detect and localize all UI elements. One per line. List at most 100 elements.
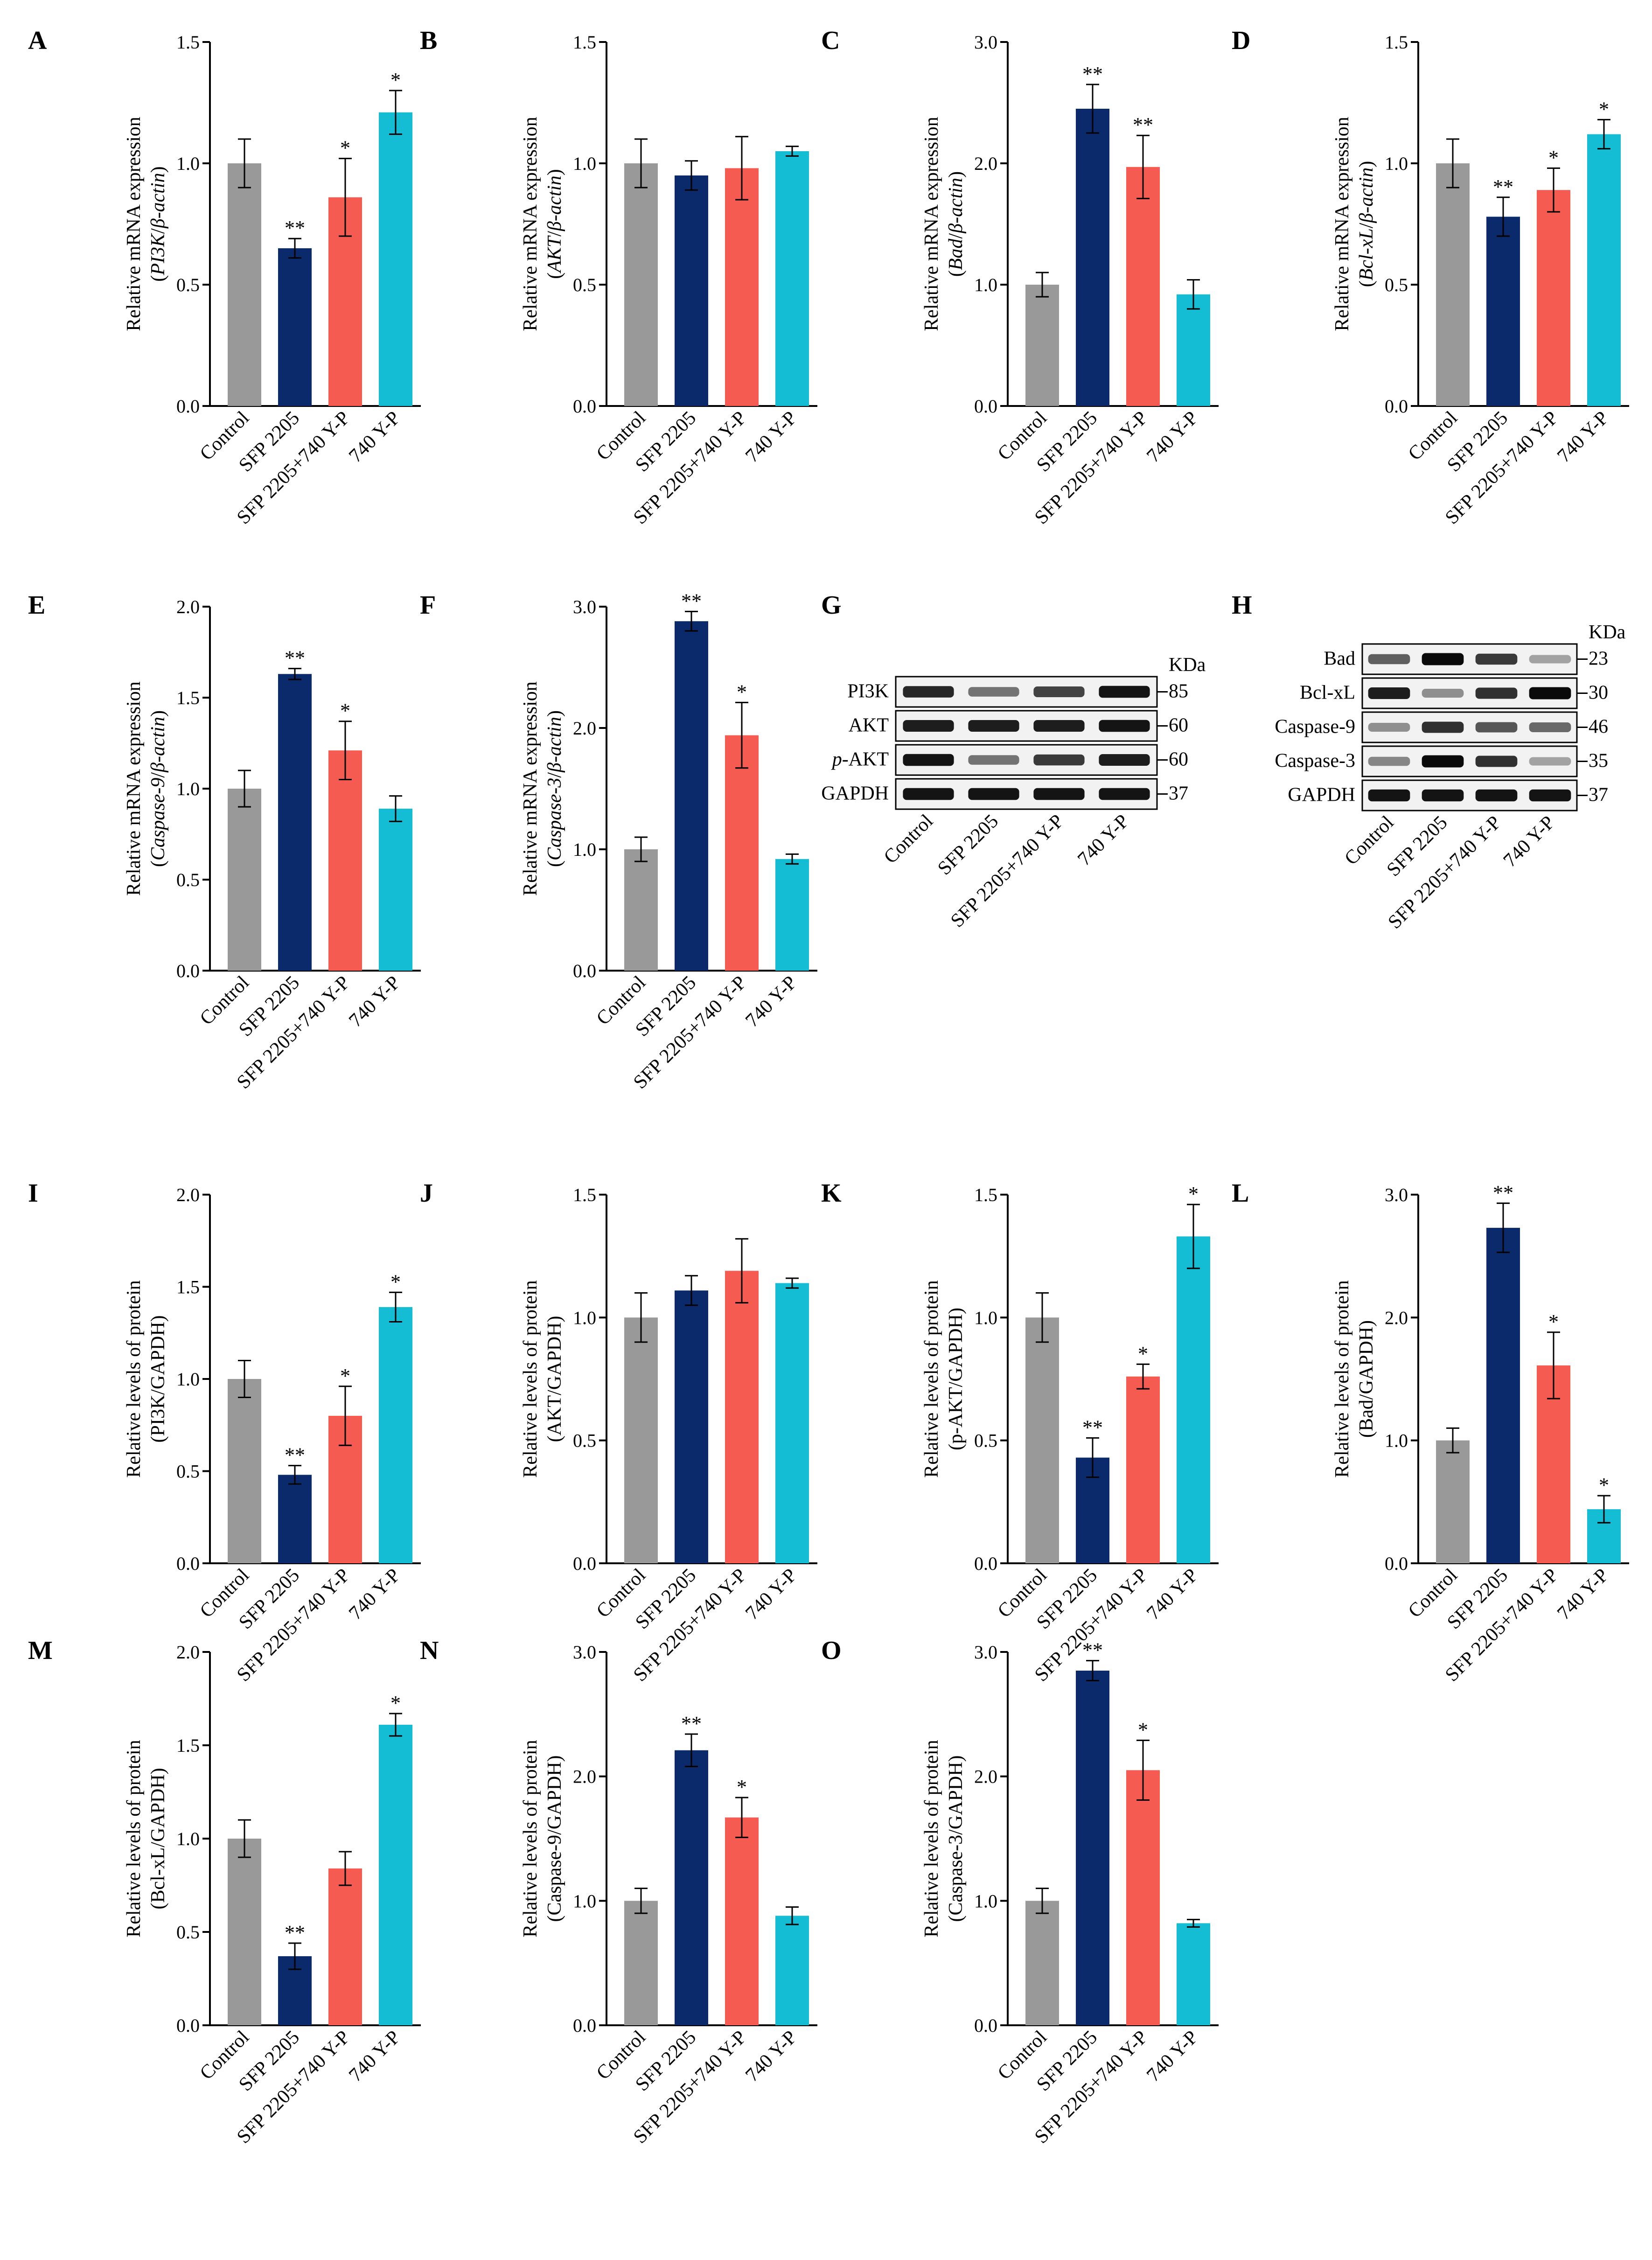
kda-value: 85 <box>1169 681 1188 702</box>
y-tick-label: 0.0 <box>176 2015 200 2036</box>
y-tick-label: 2.0 <box>573 1766 596 1787</box>
y-tick-label: 0.5 <box>573 274 596 295</box>
bar-740-y-p <box>1177 294 1210 406</box>
y-axis-label-line2: (Bad/GAPDH) <box>1356 1320 1377 1438</box>
chart-panel-b: 0.0 0.5 1.0 1.5 Relative mRNA expression (AKT… <box>520 32 817 529</box>
y-tick-label: 3.0 <box>1385 1184 1408 1205</box>
y-axis-label-line1: Relative levels of protein <box>921 1740 942 1937</box>
y-tick-label: 0.0 <box>176 960 200 981</box>
bar-sfp-2205-740-y-p <box>1126 1770 1160 2025</box>
x-tick-label-group: 740 Y-P <box>345 1565 404 1624</box>
blot-band <box>1475 756 1518 767</box>
y-tick-label: 1.0 <box>176 153 200 174</box>
bar-sfp-2205-740-y-p <box>328 750 362 971</box>
blot-band <box>1033 720 1085 732</box>
y-axis-label-line2: (Bad/β-actin) <box>945 171 967 277</box>
y-tick-label: 1.0 <box>573 1307 596 1328</box>
bar-control <box>624 1901 658 2025</box>
y-tick-label: 0.0 <box>573 1553 596 1574</box>
y-axis-label-line2: (Caspase-3/GAPDH) <box>945 1756 967 1922</box>
lane-label-group: Control <box>880 811 937 868</box>
y-tick-label: 1.5 <box>1385 32 1408 53</box>
y-axis-label: Relative levels of protein (Caspase-9/GAP… <box>520 1740 565 1937</box>
x-tick-label: 740 Y-P <box>741 972 801 1032</box>
y-tick-label: 2.0 <box>974 1766 997 1787</box>
blot-row-label: Bcl-xL <box>1300 682 1355 704</box>
significance-mark: ** <box>1493 1181 1513 1204</box>
chart-panel-f: 0.0 1.0 2.0 3.0 Relative mRNA expression (Cas… <box>520 589 817 1093</box>
blot-band <box>968 788 1019 800</box>
significance-mark: * <box>1138 1342 1148 1365</box>
blot-band <box>968 755 1019 765</box>
significance-mark: * <box>1188 1182 1199 1205</box>
y-tick-label: 0.0 <box>974 1553 997 1574</box>
bar-sfp-2205-740-y-p <box>328 1868 362 2025</box>
y-axis-label: Relative mRNA expression (Caspase-9/β-act… <box>123 681 169 896</box>
significance-mark: * <box>340 137 350 160</box>
x-tick-label-group: 740 Y-P <box>1143 2027 1202 2086</box>
blot-band <box>1033 788 1085 800</box>
significance-mark: ** <box>285 1444 305 1467</box>
x-tick-label-group: 740 Y-P <box>1553 1565 1613 1624</box>
y-axis-label-line1: Relative levels of protein <box>921 1280 942 1477</box>
x-tick-label: 740 Y-P <box>1553 1565 1613 1624</box>
y-tick-label: 2.0 <box>1385 1307 1408 1328</box>
blot-row-label: Caspase-3 <box>1275 750 1355 772</box>
bar-control <box>1025 1901 1059 2025</box>
y-tick-label: 0.5 <box>176 1461 200 1482</box>
blot-band <box>1422 653 1464 665</box>
x-tick-label-group: 740 Y-P <box>741 1565 801 1624</box>
significance-mark: * <box>390 69 401 91</box>
y-axis-label-line1: Relative levels of protein <box>520 1280 541 1477</box>
y-tick-label: 0.0 <box>176 396 200 417</box>
y-axis-label-line2: (Bcl-xL/β-actin) <box>1356 161 1377 287</box>
bar-sfp-2205-740-y-p <box>725 1271 759 1563</box>
lane-label-group: SFP 2205+740 Y-P <box>947 811 1068 932</box>
bar-sfp-2205-740-y-p <box>725 735 759 971</box>
y-axis-label-line1: Relative levels of protein <box>123 1280 145 1477</box>
y-tick-label: 0.5 <box>176 1922 200 1943</box>
blot-band <box>903 686 954 698</box>
bar-control <box>1025 285 1059 406</box>
bar-control <box>1025 1317 1059 1563</box>
y-axis-label-line2: (Caspase-3/β-actin) <box>544 710 565 867</box>
blot-row-label: GAPDH <box>821 783 889 805</box>
blot-row-label: GAPDH <box>1288 784 1355 806</box>
y-tick-label: 1.0 <box>176 1828 200 1849</box>
blot-band <box>1368 654 1410 665</box>
chart-panel-a: 0.0 0.5 1.0 1.5 Relative mRNA expression (PI3… <box>123 32 421 529</box>
y-tick-label: 1.5 <box>176 687 200 708</box>
y-axis-label-line1: Relative mRNA expression <box>123 117 145 331</box>
y-axis-label: Relative mRNA expression (Bad/β-actin) <box>921 117 967 331</box>
y-tick-label: 1.0 <box>974 1307 997 1328</box>
blot-band <box>1033 754 1085 766</box>
chart-panel-n: 0.0 1.0 2.0 3.0 Relative levels of protein (C… <box>520 1642 817 2148</box>
bar-740-y-p <box>775 151 809 406</box>
blot-band <box>1033 686 1085 697</box>
lane-label: SFP 2205+740 Y-P <box>947 811 1068 932</box>
significance-mark: ** <box>681 1712 702 1735</box>
y-axis-label: Relative levels of protein (p-AKT/GAPDH) <box>921 1280 967 1477</box>
bar-sfp-2205 <box>278 248 312 406</box>
significance-mark: * <box>1599 98 1609 120</box>
bar-sfp-2205-740-y-p <box>725 1817 759 2025</box>
lane-label: Control <box>880 811 937 868</box>
blot-band <box>968 720 1019 732</box>
kda-header: KDa <box>1169 654 1206 676</box>
kda-value: 37 <box>1169 783 1188 805</box>
blot-band <box>1475 687 1518 699</box>
x-tick-label: 740 Y-P <box>741 1565 801 1624</box>
y-tick-label: 0.0 <box>573 396 596 417</box>
y-axis-label-line1: Relative levels of protein <box>520 1740 541 1937</box>
significance-mark: ** <box>285 647 305 670</box>
chart-panel-j: 0.0 0.5 1.0 1.5 Relative levels of protein (A… <box>520 1184 817 1686</box>
x-tick-label: 740 Y-P <box>1553 407 1613 467</box>
bar-740-y-p <box>775 1283 809 1563</box>
blot-row-label: p-AKT <box>831 749 889 770</box>
x-tick-label-group: 740 Y-P <box>1143 407 1202 467</box>
y-tick-label: 0.5 <box>974 1430 997 1451</box>
lane-label: 740 Y-P <box>1073 811 1133 870</box>
y-tick-label: 3.0 <box>573 596 596 617</box>
